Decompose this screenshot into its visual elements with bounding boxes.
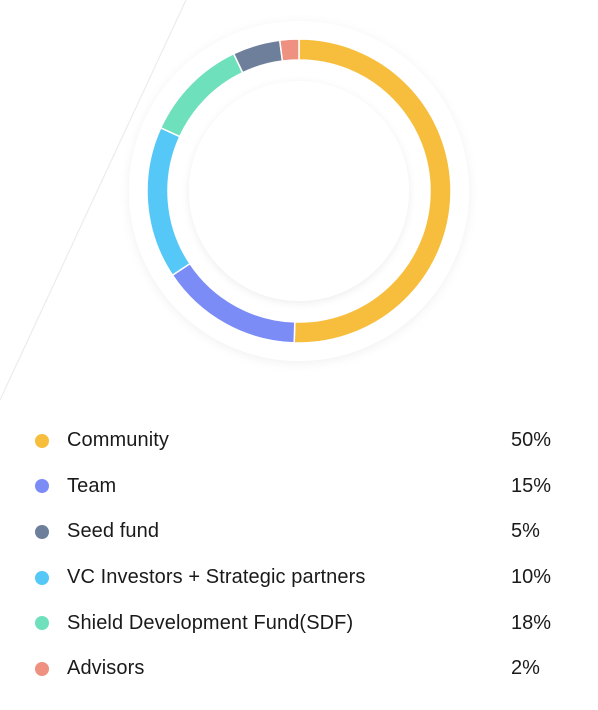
donut-inner-disc — [189, 81, 409, 301]
legend-label-vc-investors: VC Investors + Strategic partners — [67, 566, 366, 589]
donut-chart — [119, 11, 479, 371]
legend-item-advisors: Advisors 2% — [35, 646, 565, 692]
chart-legend: Community 50% Team 15% Seed fund 5% VC I… — [35, 418, 565, 692]
legend-label-community: Community — [67, 429, 170, 452]
legend-value-vc-investors: 10% — [511, 566, 552, 589]
legend-item-seed-fund: Seed fund 5% — [35, 509, 565, 555]
legend-label-team: Team — [67, 474, 117, 497]
legend-dot-team — [35, 479, 49, 494]
legend-item-sdf: Shield Development Fund(SDF) 18% — [35, 600, 565, 646]
legend-dot-community — [35, 433, 49, 448]
legend-dot-seed-fund — [35, 524, 49, 539]
legend-value-community: 50% — [511, 429, 552, 452]
legend-value-seed-fund: 5% — [511, 520, 540, 543]
legend-label-advisors: Advisors — [67, 657, 145, 680]
legend-label-seed-fund: Seed fund — [67, 520, 160, 543]
legend-value-team: 15% — [511, 474, 552, 497]
legend-dot-advisors — [35, 661, 49, 676]
legend-dot-sdf — [35, 616, 49, 631]
legend-value-advisors: 2% — [511, 657, 540, 680]
legend-dot-vc-investors — [35, 570, 49, 585]
donut-chart-svg — [129, 21, 469, 361]
legend-item-team: Team 15% — [35, 464, 565, 510]
legend-value-sdf: 18% — [511, 611, 552, 634]
legend-item-vc-investors: VC Investors + Strategic partners 10% — [35, 555, 565, 601]
legend-item-community: Community 50% — [35, 418, 565, 464]
donut-slices — [146, 38, 452, 344]
donut-slice-advisors — [278, 38, 300, 62]
legend-label-sdf: Shield Development Fund(SDF) — [67, 611, 354, 634]
